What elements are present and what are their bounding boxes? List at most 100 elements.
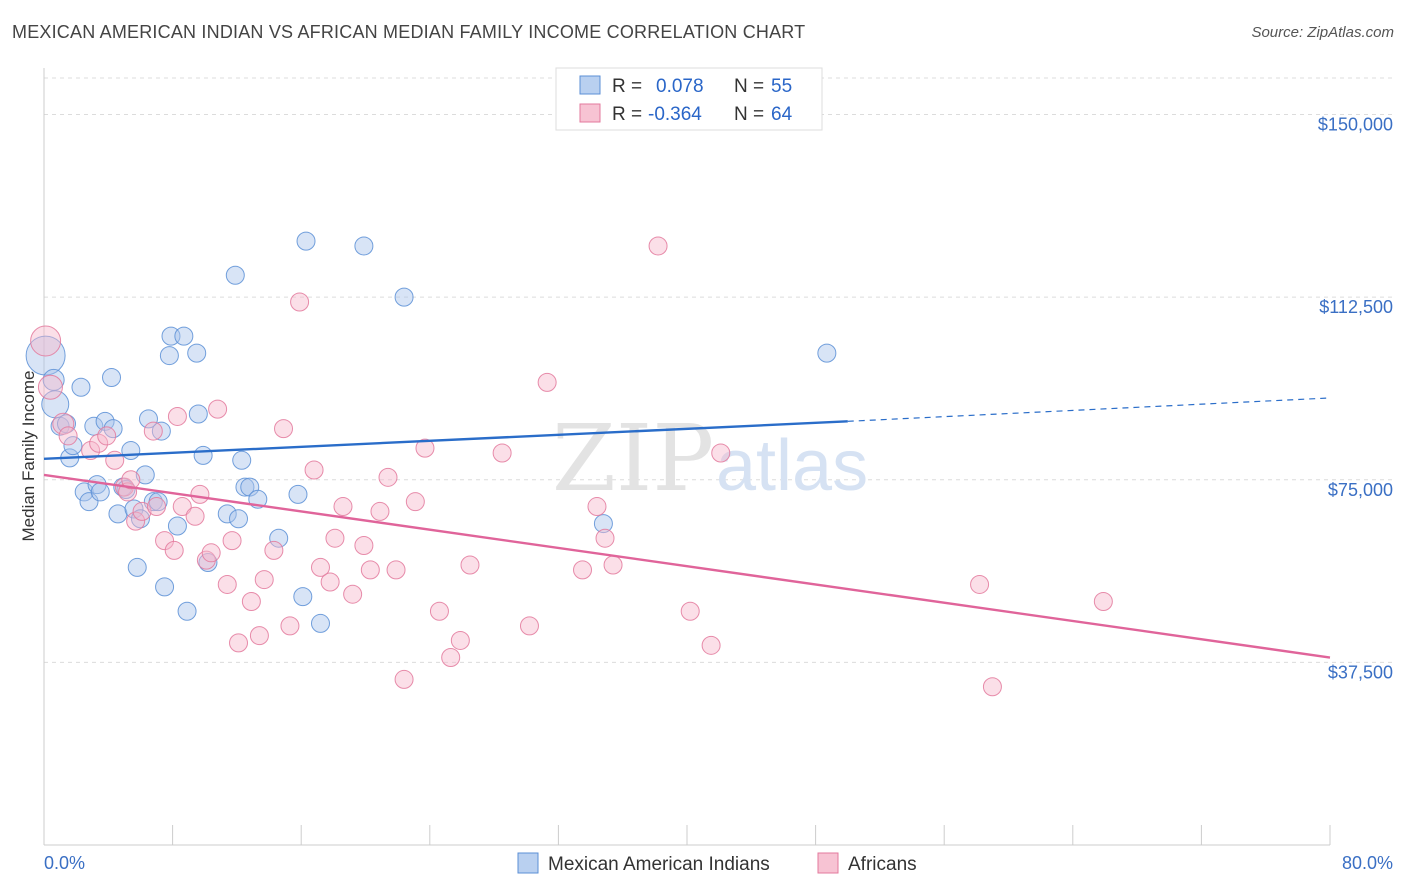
point-africans-48 bbox=[429, 601, 449, 621]
point-mexican-american-indians-23 bbox=[135, 465, 155, 485]
point-africans-27 bbox=[241, 592, 261, 612]
point-africans-54 bbox=[537, 372, 557, 392]
trend-line-africans bbox=[43, 473, 1331, 659]
point-mexican-american-indians-7 bbox=[71, 377, 91, 397]
y-tick-label-3: $150,000 bbox=[1318, 115, 1393, 135]
trend-lines bbox=[43, 397, 1331, 659]
point-africans-62 bbox=[711, 443, 731, 463]
bottom-legend-swatch-mexican-american-indians bbox=[517, 852, 539, 874]
point-mexican-american-indians-36 bbox=[193, 445, 213, 465]
point-africans-32 bbox=[280, 616, 300, 636]
point-africans-10 bbox=[121, 470, 141, 490]
point-mexican-american-indians-24 bbox=[138, 409, 158, 429]
bottom-legend-swatch-africans bbox=[817, 852, 839, 874]
point-africans-3 bbox=[58, 426, 78, 446]
point-mexican-american-indians-22 bbox=[130, 509, 150, 529]
point-africans-5 bbox=[89, 433, 109, 453]
point-mexican-american-indians-53 bbox=[817, 343, 837, 363]
point-mexican-american-indians-49 bbox=[310, 613, 330, 633]
legend-n-label-1: N = bbox=[734, 104, 764, 125]
series-africans bbox=[30, 236, 1113, 697]
point-africans-58 bbox=[603, 555, 623, 575]
point-africans-15 bbox=[155, 531, 175, 551]
point-mexican-american-indians-14 bbox=[102, 367, 122, 387]
point-africans-23 bbox=[208, 399, 228, 419]
point-africans-49 bbox=[441, 648, 461, 668]
y-tick-label-0: $37,500 bbox=[1328, 662, 1393, 682]
point-africans-56 bbox=[587, 497, 607, 517]
point-africans-35 bbox=[310, 557, 330, 577]
point-africans-6 bbox=[97, 426, 117, 446]
point-africans-44 bbox=[386, 560, 406, 580]
chart-title: MEXICAN AMERICAN INDIAN VS AFRICAN MEDIA… bbox=[12, 22, 806, 42]
bottom-legend-label-0: Mexican American Indians bbox=[548, 854, 770, 875]
legend-r-value-1: -0.364 bbox=[648, 104, 702, 125]
x-tick-max: 80.0% bbox=[1342, 853, 1393, 873]
point-africans-61 bbox=[701, 635, 721, 655]
point-africans-0 bbox=[30, 325, 62, 357]
point-africans-40 bbox=[354, 536, 374, 556]
point-mexican-american-indians-33 bbox=[177, 601, 197, 621]
point-africans-59 bbox=[648, 236, 668, 256]
watermark-atlas: atlas bbox=[716, 426, 868, 506]
point-africans-41 bbox=[360, 560, 380, 580]
y-tick-labels: $37,500 $75,000 $112,500 $150,000 bbox=[1318, 115, 1393, 683]
point-mexican-american-indians-21 bbox=[127, 557, 147, 577]
point-africans-65 bbox=[1093, 592, 1113, 612]
point-mexican-american-indians-28 bbox=[155, 577, 175, 597]
legend-n-value-1: 64 bbox=[771, 104, 793, 125]
point-mexican-american-indians-51 bbox=[394, 287, 414, 307]
point-africans-28 bbox=[249, 626, 269, 646]
point-africans-42 bbox=[370, 501, 390, 521]
point-mexican-american-indians-48 bbox=[296, 231, 316, 251]
point-mexican-american-indians-13 bbox=[95, 411, 115, 431]
point-mexican-american-indians-27 bbox=[151, 421, 171, 441]
point-mexican-american-indians-45 bbox=[269, 528, 289, 548]
point-mexican-american-indians-46 bbox=[288, 484, 308, 504]
point-africans-24 bbox=[217, 574, 237, 594]
y-axis-label: Median Family Income bbox=[19, 370, 38, 541]
y-tick-label-1: $75,000 bbox=[1328, 480, 1393, 500]
point-africans-30 bbox=[264, 540, 284, 560]
legend-r-value-0: 0.078 bbox=[656, 76, 704, 97]
point-mexican-american-indians-50 bbox=[354, 236, 374, 256]
point-mexican-american-indians-16 bbox=[108, 504, 128, 524]
point-mexican-american-indians-6 bbox=[63, 436, 83, 456]
watermark-zip: ZIP bbox=[552, 405, 714, 512]
point-africans-25 bbox=[222, 531, 242, 551]
point-mexican-american-indians-19 bbox=[121, 441, 141, 461]
point-africans-1 bbox=[37, 374, 63, 400]
point-africans-51 bbox=[460, 555, 480, 575]
legend-box: R = 0.078 N = 55 R = -0.364 N = 64 bbox=[555, 67, 823, 131]
point-africans-46 bbox=[405, 492, 425, 512]
point-africans-18 bbox=[172, 497, 192, 517]
point-mexican-american-indians-20 bbox=[124, 499, 144, 519]
point-mexican-american-indians-15 bbox=[103, 419, 123, 439]
point-africans-20 bbox=[190, 484, 210, 504]
point-mexican-american-indians-31 bbox=[167, 516, 187, 536]
legend-r-label-1: R = bbox=[612, 104, 642, 125]
point-africans-39 bbox=[343, 584, 363, 604]
point-africans-47 bbox=[415, 438, 435, 458]
point-mexican-american-indians-12 bbox=[90, 482, 110, 502]
point-africans-60 bbox=[680, 601, 700, 621]
point-mexican-american-indians-41 bbox=[232, 450, 252, 470]
point-africans-7 bbox=[105, 450, 125, 470]
grid-lines bbox=[44, 77, 1395, 663]
point-mexican-american-indians-38 bbox=[217, 504, 237, 524]
point-africans-31 bbox=[274, 419, 294, 439]
point-africans-64 bbox=[982, 677, 1002, 697]
point-africans-17 bbox=[167, 406, 187, 426]
point-mexican-american-indians-29 bbox=[159, 346, 179, 366]
point-mexican-american-indians-39 bbox=[225, 265, 245, 285]
legend-swatch-mexican-american-indians bbox=[579, 75, 601, 95]
point-africans-19 bbox=[185, 506, 205, 526]
legend-swatch-africans bbox=[579, 103, 601, 123]
point-africans-22 bbox=[201, 543, 221, 563]
series-mexican-american-indians bbox=[25, 231, 837, 633]
point-mexican-american-indians-32 bbox=[174, 326, 194, 346]
trend-line-mexican-american-indians-extension bbox=[847, 397, 1331, 422]
point-africans-55 bbox=[573, 560, 593, 580]
point-mexican-american-indians-42 bbox=[235, 477, 255, 497]
legend-n-label-0: N = bbox=[734, 76, 764, 97]
